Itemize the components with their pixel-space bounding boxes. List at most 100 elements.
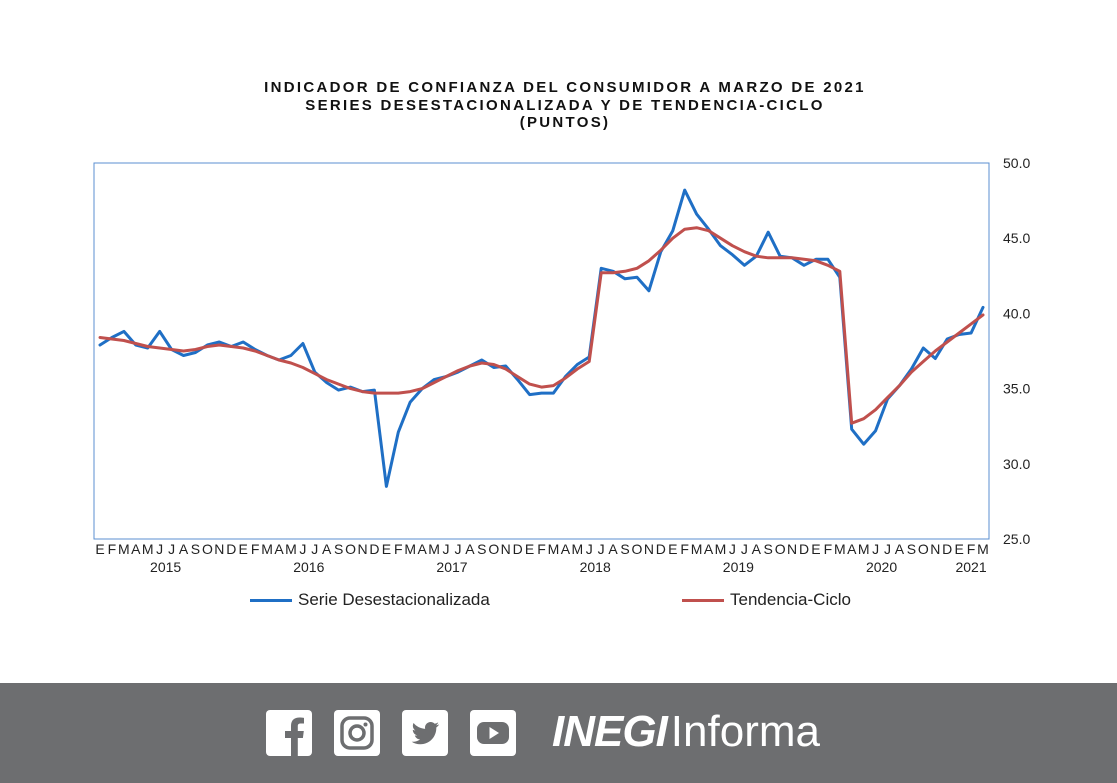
x-month-label: E bbox=[239, 541, 248, 557]
legend-item-seasonally-adjusted: Serie Desestacionalizada bbox=[250, 590, 490, 610]
series-line-seasonally-adjusted bbox=[98, 188, 985, 488]
x-month-label: O bbox=[488, 541, 499, 557]
x-month-label: O bbox=[632, 541, 643, 557]
x-month-label: D bbox=[369, 541, 379, 557]
chart-title-line-2: SERIES DESESTACIONALIZADA Y DE TENDENCIA… bbox=[305, 96, 825, 114]
series-line-trend-cycle bbox=[98, 226, 985, 425]
inegi-informa-logo: INEGI Informa bbox=[552, 707, 820, 757]
x-month-label: A bbox=[179, 541, 189, 557]
chart-title: INDICADOR DE CONFIANZA DEL CONSUMIDOR A … bbox=[0, 79, 1117, 132]
x-month-label: N bbox=[214, 541, 224, 557]
x-month-label: M bbox=[428, 541, 440, 557]
x-month-label: A bbox=[704, 541, 714, 557]
x-year-label: 2016 bbox=[293, 559, 324, 575]
x-month-label: M bbox=[858, 541, 870, 557]
x-month-label: M bbox=[118, 541, 130, 557]
x-month-label: J bbox=[884, 541, 891, 557]
x-month-label: S bbox=[191, 541, 200, 557]
x-month-label: J bbox=[872, 541, 879, 557]
line-chart: 50.045.040.035.030.025.0E F M A M J J A S O N D E F M A… bbox=[93, 155, 1030, 575]
x-month-label: M bbox=[691, 541, 703, 557]
brand-informa: Informa bbox=[670, 707, 820, 756]
x-month-label: J bbox=[598, 541, 605, 557]
x-month-label: O bbox=[345, 541, 356, 557]
x-month-label: A bbox=[418, 541, 428, 557]
x-month-label: J bbox=[741, 541, 748, 557]
chart-title-line-1: INDICADOR DE CONFIANZA DEL CONSUMIDOR A … bbox=[264, 79, 866, 96]
x-month-label: M bbox=[977, 541, 989, 557]
legend-label-trend-cycle: Tendencia-Ciclo bbox=[730, 590, 851, 609]
legend-item-trend-cycle: Tendencia-Ciclo bbox=[682, 590, 851, 610]
x-month-label: J bbox=[299, 541, 306, 557]
x-month-label: M bbox=[715, 541, 727, 557]
x-month-label: F bbox=[537, 541, 546, 557]
x-year-label: 2015 bbox=[150, 559, 181, 575]
x-month-label: M bbox=[261, 541, 273, 557]
plot-area-border bbox=[93, 162, 990, 540]
y-tick-label: 45.0 bbox=[1003, 230, 1030, 246]
x-month-label: E bbox=[811, 541, 820, 557]
x-month-label: F bbox=[394, 541, 403, 557]
legend-swatch-red bbox=[682, 598, 724, 602]
x-month-label: A bbox=[131, 541, 141, 557]
x-month-label: A bbox=[895, 541, 905, 557]
x-month-label: J bbox=[443, 541, 450, 557]
x-month-label: F bbox=[680, 541, 689, 557]
x-year-label: 2018 bbox=[580, 559, 611, 575]
x-year-label: 2019 bbox=[723, 559, 754, 575]
x-month-label: A bbox=[465, 541, 475, 557]
x-month-label: N bbox=[357, 541, 367, 557]
x-month-label: A bbox=[561, 541, 571, 557]
y-tick-label: 30.0 bbox=[1003, 456, 1030, 472]
x-month-label: J bbox=[454, 541, 461, 557]
x-month-label: D bbox=[656, 541, 666, 557]
x-month-label: E bbox=[954, 541, 963, 557]
y-tick-label: 35.0 bbox=[1003, 381, 1030, 397]
x-month-label: S bbox=[334, 541, 343, 557]
x-month-label: D bbox=[226, 541, 236, 557]
x-month-label: M bbox=[142, 541, 154, 557]
chart-title-line-3: (PUNTOS) bbox=[519, 114, 611, 131]
x-month-label: E bbox=[525, 541, 534, 557]
x-month-label: S bbox=[764, 541, 773, 557]
x-month-label: J bbox=[729, 541, 736, 557]
x-month-label: M bbox=[548, 541, 560, 557]
y-tick-label: 50.0 bbox=[1003, 155, 1030, 171]
x-month-label: S bbox=[907, 541, 916, 557]
x-month-label: D bbox=[799, 541, 809, 557]
x-month-label: A bbox=[847, 541, 857, 557]
x-month-label: N bbox=[930, 541, 940, 557]
x-month-label: O bbox=[775, 541, 786, 557]
brand-inegi: INEGI bbox=[552, 707, 668, 756]
x-month-label: A bbox=[752, 541, 762, 557]
x-month-label: J bbox=[586, 541, 593, 557]
x-month-label: E bbox=[382, 541, 391, 557]
x-month-label: D bbox=[942, 541, 952, 557]
youtube-icon[interactable] bbox=[470, 710, 516, 756]
x-month-label: O bbox=[918, 541, 929, 557]
x-year-label: 2017 bbox=[436, 559, 467, 575]
x-year-label: 2020 bbox=[866, 559, 897, 575]
x-month-label: A bbox=[274, 541, 284, 557]
x-month-label: F bbox=[824, 541, 833, 557]
x-month-label: F bbox=[108, 541, 117, 557]
x-month-label: M bbox=[285, 541, 297, 557]
instagram-icon[interactable] bbox=[334, 710, 380, 756]
x-month-label: F bbox=[967, 541, 976, 557]
x-month-label: E bbox=[95, 541, 104, 557]
x-month-label: J bbox=[168, 541, 175, 557]
x-month-label: E bbox=[668, 541, 677, 557]
footer-bar: INEGI Informa bbox=[0, 683, 1117, 783]
x-month-label: N bbox=[787, 541, 797, 557]
x-month-label: J bbox=[311, 541, 318, 557]
x-month-label: M bbox=[571, 541, 583, 557]
x-month-label: M bbox=[834, 541, 846, 557]
twitter-icon[interactable] bbox=[402, 710, 448, 756]
x-month-label: S bbox=[477, 541, 486, 557]
facebook-icon[interactable] bbox=[266, 710, 312, 756]
x-month-label: A bbox=[608, 541, 618, 557]
y-tick-label: 25.0 bbox=[1003, 531, 1030, 547]
x-month-label: M bbox=[404, 541, 416, 557]
x-month-label: A bbox=[322, 541, 332, 557]
x-month-label: D bbox=[513, 541, 523, 557]
